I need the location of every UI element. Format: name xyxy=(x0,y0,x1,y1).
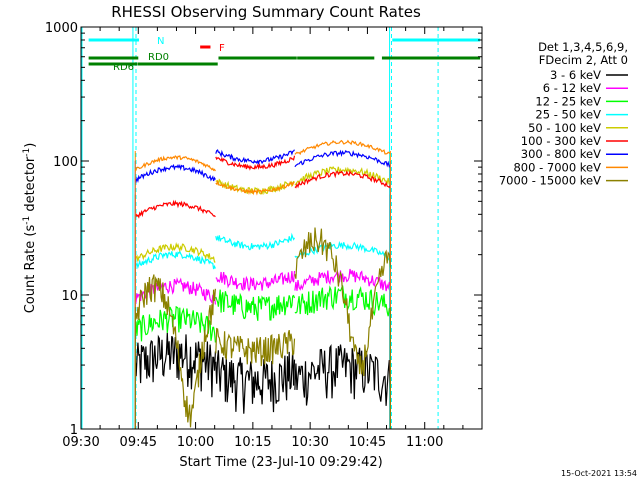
y-axis: 1 10 100 1000 xyxy=(45,21,482,438)
y-axis-label-main: Count Rate (s xyxy=(23,225,38,314)
series-4-segment-0 xyxy=(134,242,216,263)
plot-area: N RD0 RD6 F xyxy=(81,27,481,429)
y-axis-label: Count Rate (s-1 detector-1) xyxy=(22,143,38,314)
series-0-segment-1 xyxy=(215,350,296,414)
x-tick-label-3: 10:15 xyxy=(234,435,271,450)
series-0-segment-2 xyxy=(294,343,391,406)
y-tick-label-1: 10 xyxy=(61,289,78,304)
y-tick-label-2: 100 xyxy=(53,155,78,170)
x-tick-label-2: 10:00 xyxy=(177,435,214,450)
y-axis-label-sup: -1 xyxy=(22,216,32,225)
y-tick-label-3: 1000 xyxy=(45,21,78,36)
legend-label-3: 25 - 50 keV xyxy=(535,108,601,122)
legend-label-1: 6 - 12 keV xyxy=(543,81,601,95)
legend: Det 1,3,4,5,6,9, FDecim 2, Att 0 3 - 6 k… xyxy=(499,40,628,188)
x-tick-label-6: 11:00 xyxy=(406,435,443,450)
series-3-segment-1 xyxy=(215,232,296,251)
series-8-segment-2 xyxy=(294,227,391,377)
legend-label-5: 100 - 300 keV xyxy=(521,134,601,148)
x-axis-label: Start Time (23-Jul-10 09:29:42) xyxy=(179,455,382,470)
y-tick-label-0: 1 xyxy=(70,423,78,438)
legend-header-line-1: Det 1,3,4,5,6,9, xyxy=(538,40,628,54)
x-tick-label-0: 09:30 xyxy=(62,435,99,450)
legend-header-line-2: FDecim 2, Att 0 xyxy=(539,53,628,67)
series-6-segment-1 xyxy=(215,149,295,166)
series-3-segment-2 xyxy=(294,240,391,261)
series-2-segment-1 xyxy=(215,289,296,321)
series-4-segment-2 xyxy=(294,166,391,186)
series-8-segment-1 xyxy=(215,327,296,367)
footer-timestamp: 15-Oct-2021 13:54 xyxy=(561,469,637,478)
annotation-label-rd0: RD0 xyxy=(148,52,169,63)
annotation-label-rd6: RD6 xyxy=(113,62,134,73)
x-tick-label-5: 10:45 xyxy=(349,435,386,450)
series-1-segment-2 xyxy=(294,268,391,292)
legend-label-2: 12 - 25 keV xyxy=(535,94,601,108)
series-7-segment-1 xyxy=(215,179,295,196)
series-5-segment-1 xyxy=(215,155,296,171)
plot-frame xyxy=(80,26,483,430)
series-5-segment-2 xyxy=(294,170,391,189)
legend-label-4: 50 - 100 keV xyxy=(528,121,601,135)
y-axis-label-sup-2: -1 xyxy=(22,148,32,157)
legend-label-8: 7000 - 15000 keV xyxy=(499,174,601,188)
chart-title: RHESSI Observing Summary Count Rates xyxy=(111,3,421,21)
legend-label-0: 3 - 6 keV xyxy=(550,68,601,82)
x-tick-label-4: 10:30 xyxy=(291,435,328,450)
series-7000-15000-kev xyxy=(134,227,391,429)
legend-label-6: 300 - 800 keV xyxy=(521,147,601,161)
series-2-segment-0 xyxy=(134,305,216,343)
annotation-label-f: F xyxy=(219,43,225,54)
series-5-segment-0 xyxy=(134,199,216,219)
series-7-segment-0 xyxy=(134,155,216,172)
x-tick-label-1: 09:45 xyxy=(120,435,157,450)
series-7-segment-2 xyxy=(294,139,391,156)
series-1-segment-1 xyxy=(215,270,296,292)
series-6-segment-2 xyxy=(294,149,391,168)
series-6-segment-0 xyxy=(134,163,216,184)
series-3-segment-0 xyxy=(134,250,216,271)
y-axis-label-end: ) xyxy=(23,143,38,148)
y-axis-label-mid: detector xyxy=(23,156,38,216)
annotation-label-n: N xyxy=(157,36,164,47)
series-8-segment-0 xyxy=(134,274,216,428)
legend-label-7: 800 - 7000 keV xyxy=(513,160,601,174)
x-axis: 09:30 09:45 10:00 10:15 10:30 10:45 11:00 xyxy=(62,27,464,450)
